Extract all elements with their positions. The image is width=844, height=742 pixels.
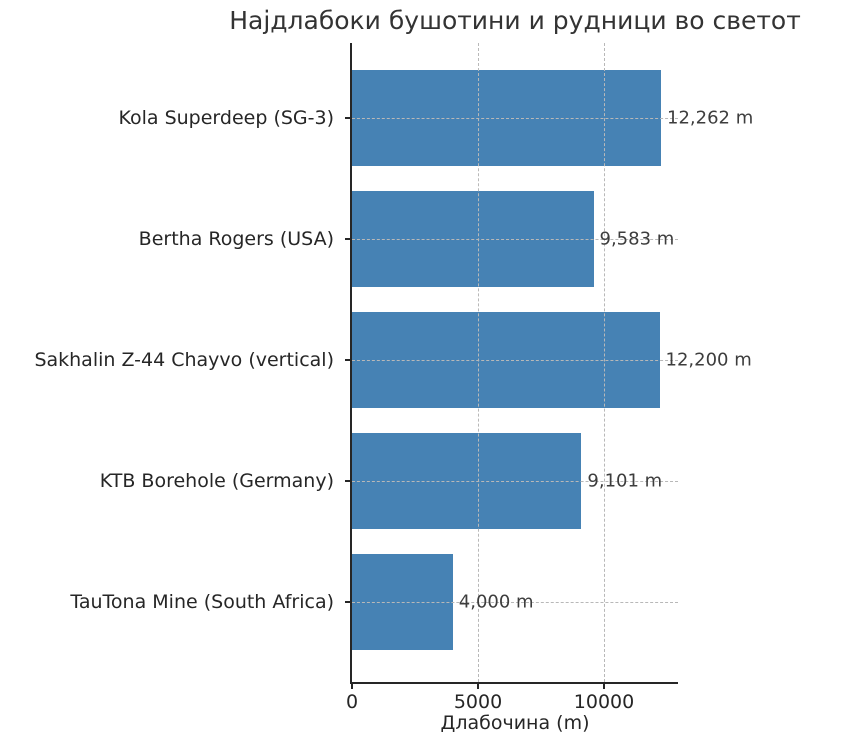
y-tick-mark (345, 359, 350, 361)
chart-title: Најдлабоки бушотини и рудници во светот (229, 6, 801, 35)
value-label: 9,583 m (599, 228, 675, 250)
gridline-y (352, 602, 678, 603)
x-tick-label: 0 (345, 691, 359, 713)
value-label: 9,101 m (587, 470, 663, 492)
y-tick-mark (345, 480, 350, 482)
x-axis-spine (350, 682, 678, 684)
y-tick-label: KTB Borehole (Germany) (99, 470, 334, 492)
value-label: 12,200 m (665, 349, 752, 371)
y-tick-mark (345, 117, 350, 119)
x-axis-label: Длабочина (m) (440, 712, 590, 734)
y-tick-label: Bertha Rogers (USA) (138, 228, 334, 250)
gridline-x (604, 43, 605, 682)
gridline-y (352, 118, 678, 119)
plot-area: 12,262 m 9,583 m 12,200 m 9,101 m 4,000 m (352, 43, 753, 682)
y-tick-mark (345, 601, 350, 603)
y-tick-mark (345, 238, 350, 240)
gridline-x (478, 43, 479, 682)
x-tick-label: 10000 (573, 691, 635, 713)
y-tick-label: Kola Superdeep (SG-3) (118, 107, 334, 129)
value-label: 12,262 m (667, 107, 754, 129)
x-tick-mark (351, 684, 353, 689)
value-label: 4,000 m (458, 591, 534, 613)
x-tick-mark (477, 684, 479, 689)
gridline-y (352, 360, 678, 361)
gridline-y (352, 239, 678, 240)
y-axis-spine (350, 43, 352, 684)
x-tick-mark (603, 684, 605, 689)
gridline-y (352, 481, 678, 482)
y-tick-label: TauTona Mine (South Africa) (70, 591, 334, 613)
x-tick-label: 5000 (453, 691, 503, 713)
y-tick-label: Sakhalin Z-44 Chayvo (vertical) (34, 349, 334, 371)
